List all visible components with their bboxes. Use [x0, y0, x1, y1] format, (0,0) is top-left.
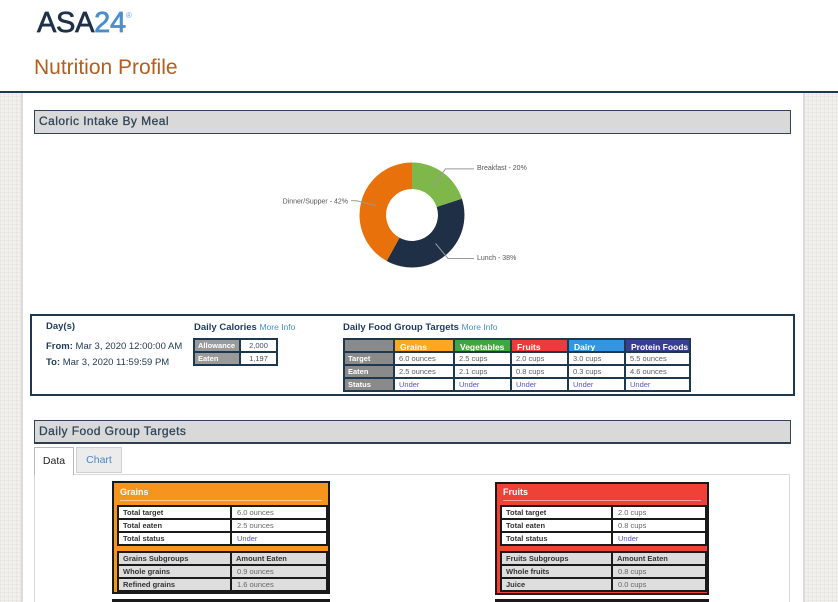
svg-text:Breakfast - 20%: Breakfast - 20% — [477, 165, 527, 172]
svg-text:Dinner/Supper - 42%: Dinner/Supper - 42% — [283, 199, 348, 206]
svg-text:Lunch - 38%: Lunch - 38% — [477, 255, 516, 262]
